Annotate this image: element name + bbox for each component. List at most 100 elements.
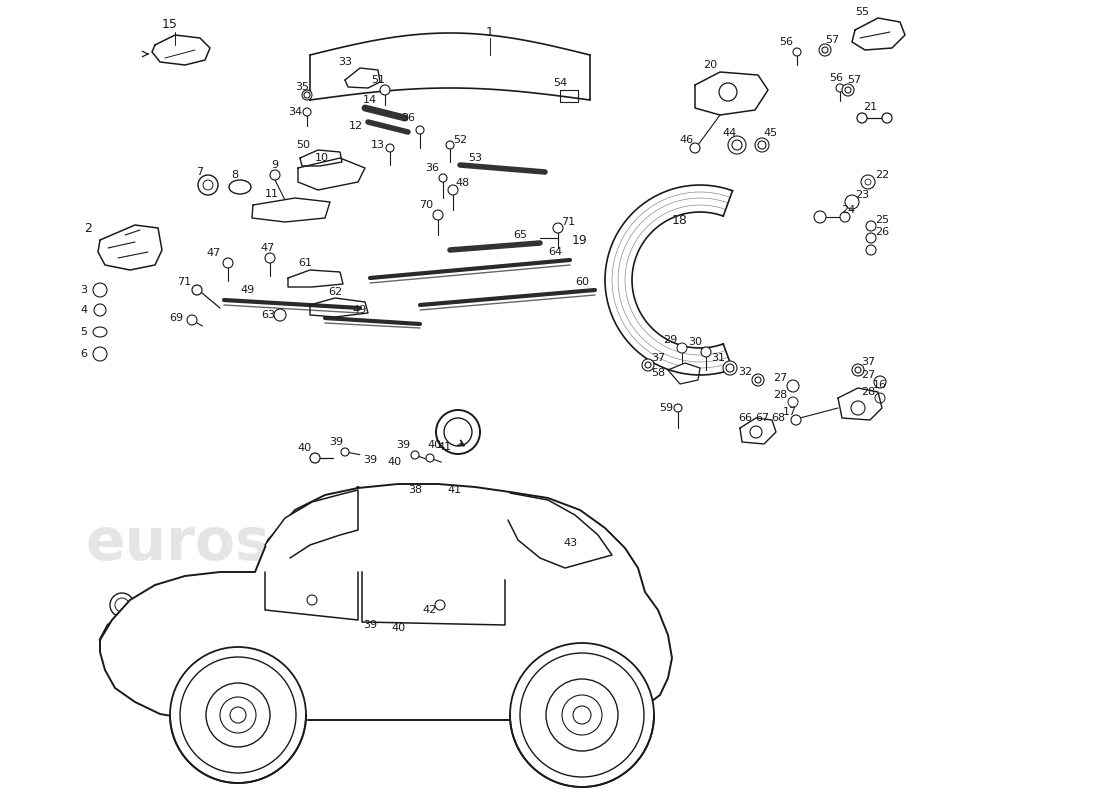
Text: 19: 19: [572, 234, 587, 246]
Circle shape: [180, 657, 296, 773]
Circle shape: [852, 364, 864, 376]
Text: 66: 66: [738, 413, 752, 423]
Circle shape: [187, 315, 197, 325]
Polygon shape: [838, 388, 882, 420]
Circle shape: [814, 211, 826, 223]
Text: 40: 40: [298, 443, 312, 453]
Circle shape: [433, 210, 443, 220]
Text: 1: 1: [486, 26, 494, 38]
Text: 58: 58: [651, 368, 666, 378]
Text: 26: 26: [874, 227, 889, 237]
Circle shape: [439, 174, 447, 182]
Circle shape: [882, 113, 892, 123]
Text: 25: 25: [874, 215, 889, 225]
Circle shape: [642, 359, 654, 371]
Circle shape: [701, 347, 711, 357]
Polygon shape: [300, 150, 342, 166]
Circle shape: [436, 410, 480, 454]
Text: 61: 61: [298, 258, 312, 268]
Text: 51: 51: [371, 75, 385, 85]
Text: 8: 8: [231, 170, 239, 180]
Text: 39: 39: [329, 437, 343, 447]
Polygon shape: [560, 90, 578, 102]
Text: 29: 29: [663, 335, 678, 345]
Polygon shape: [695, 72, 768, 115]
Text: 23: 23: [855, 190, 869, 200]
Circle shape: [752, 374, 764, 386]
Circle shape: [94, 283, 107, 297]
Text: 36: 36: [425, 163, 439, 173]
Text: 13: 13: [371, 140, 385, 150]
Circle shape: [642, 607, 658, 623]
Text: 67: 67: [755, 413, 769, 423]
Circle shape: [426, 454, 434, 462]
Text: 33: 33: [338, 57, 352, 67]
Text: 57: 57: [825, 35, 839, 45]
Text: 62: 62: [328, 287, 342, 297]
Circle shape: [448, 185, 458, 195]
Text: 54: 54: [553, 78, 568, 88]
Text: 70: 70: [419, 200, 433, 210]
Text: 40: 40: [390, 623, 405, 633]
Circle shape: [719, 83, 737, 101]
Text: 18: 18: [672, 214, 688, 226]
Circle shape: [110, 593, 134, 617]
Circle shape: [865, 179, 871, 185]
Circle shape: [726, 364, 734, 372]
Text: 28: 28: [773, 390, 788, 400]
Text: 35: 35: [295, 82, 309, 92]
Text: 30: 30: [688, 337, 702, 347]
Text: 41: 41: [448, 485, 462, 495]
Circle shape: [674, 404, 682, 412]
Text: 42: 42: [422, 605, 437, 615]
Text: passion since 1985: passion since 1985: [180, 623, 527, 657]
Text: 16: 16: [873, 380, 887, 390]
Circle shape: [788, 397, 798, 407]
Circle shape: [192, 285, 202, 295]
Circle shape: [553, 223, 563, 233]
Text: 49: 49: [241, 285, 255, 295]
Circle shape: [573, 706, 591, 724]
Polygon shape: [265, 490, 358, 558]
Ellipse shape: [94, 327, 107, 337]
Text: 40: 40: [388, 457, 403, 467]
Polygon shape: [852, 18, 905, 50]
Text: 47: 47: [261, 243, 275, 253]
Text: 32: 32: [738, 367, 752, 377]
Text: 6: 6: [80, 349, 88, 359]
Circle shape: [845, 87, 851, 93]
Circle shape: [302, 108, 311, 116]
Text: 49: 49: [353, 305, 367, 315]
Text: 27: 27: [861, 370, 876, 380]
Circle shape: [732, 140, 742, 150]
Circle shape: [676, 343, 688, 353]
Text: 38: 38: [408, 485, 422, 495]
Circle shape: [411, 451, 419, 459]
Text: 21: 21: [862, 102, 877, 112]
Polygon shape: [740, 418, 776, 444]
Circle shape: [416, 126, 424, 134]
Circle shape: [866, 245, 876, 255]
Text: 56: 56: [829, 73, 843, 83]
Circle shape: [758, 141, 766, 149]
Text: 41: 41: [438, 442, 452, 452]
Text: 31: 31: [711, 353, 725, 363]
Circle shape: [446, 141, 454, 149]
Text: 45: 45: [763, 128, 777, 138]
Text: 15: 15: [162, 18, 178, 31]
Text: 34: 34: [288, 107, 302, 117]
Text: 2: 2: [84, 222, 92, 234]
Circle shape: [444, 418, 472, 446]
Circle shape: [842, 84, 854, 96]
Circle shape: [690, 143, 700, 153]
Text: 4: 4: [80, 305, 88, 315]
Circle shape: [307, 595, 317, 605]
Circle shape: [170, 647, 306, 783]
Circle shape: [874, 376, 886, 388]
Text: 63: 63: [261, 310, 275, 320]
Circle shape: [822, 47, 828, 53]
Polygon shape: [310, 298, 369, 317]
Text: 9: 9: [272, 160, 278, 170]
Circle shape: [866, 233, 876, 243]
Text: 20: 20: [703, 60, 717, 70]
